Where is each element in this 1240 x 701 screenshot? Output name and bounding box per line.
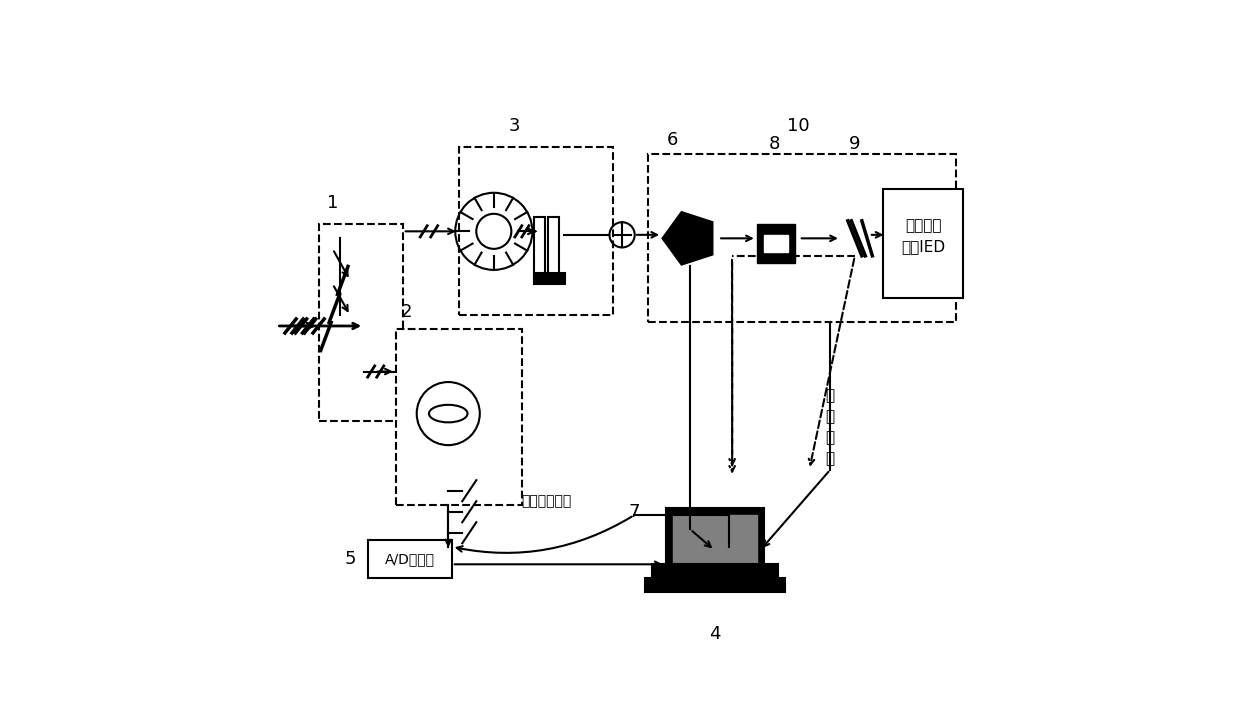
FancyBboxPatch shape — [883, 189, 963, 298]
Text: A/D采样器: A/D采样器 — [384, 552, 435, 566]
Text: 待
测
信
号: 待 测 信 号 — [826, 388, 835, 467]
FancyBboxPatch shape — [666, 508, 764, 571]
FancyBboxPatch shape — [396, 329, 522, 505]
Text: 3: 3 — [510, 117, 521, 135]
Text: 9: 9 — [849, 135, 861, 153]
Text: 1: 1 — [327, 194, 339, 212]
FancyBboxPatch shape — [319, 224, 403, 421]
FancyBboxPatch shape — [367, 540, 451, 578]
Text: 6: 6 — [667, 131, 678, 149]
FancyBboxPatch shape — [533, 217, 546, 280]
Text: 7: 7 — [629, 503, 640, 521]
FancyBboxPatch shape — [548, 217, 559, 280]
FancyBboxPatch shape — [645, 578, 785, 592]
FancyBboxPatch shape — [651, 564, 777, 578]
Text: 4: 4 — [709, 625, 720, 644]
Text: 2: 2 — [401, 303, 412, 321]
Text: 10: 10 — [787, 117, 810, 135]
FancyBboxPatch shape — [672, 515, 756, 564]
Text: 智能用电
设备IED: 智能用电 设备IED — [901, 219, 945, 254]
FancyBboxPatch shape — [756, 224, 795, 263]
FancyBboxPatch shape — [764, 235, 789, 252]
FancyBboxPatch shape — [534, 273, 565, 284]
FancyBboxPatch shape — [459, 147, 613, 315]
Text: 同步时钟信号: 同步时钟信号 — [521, 494, 572, 508]
Text: 5: 5 — [345, 550, 356, 568]
Text: 8: 8 — [769, 135, 780, 153]
FancyBboxPatch shape — [649, 154, 956, 322]
